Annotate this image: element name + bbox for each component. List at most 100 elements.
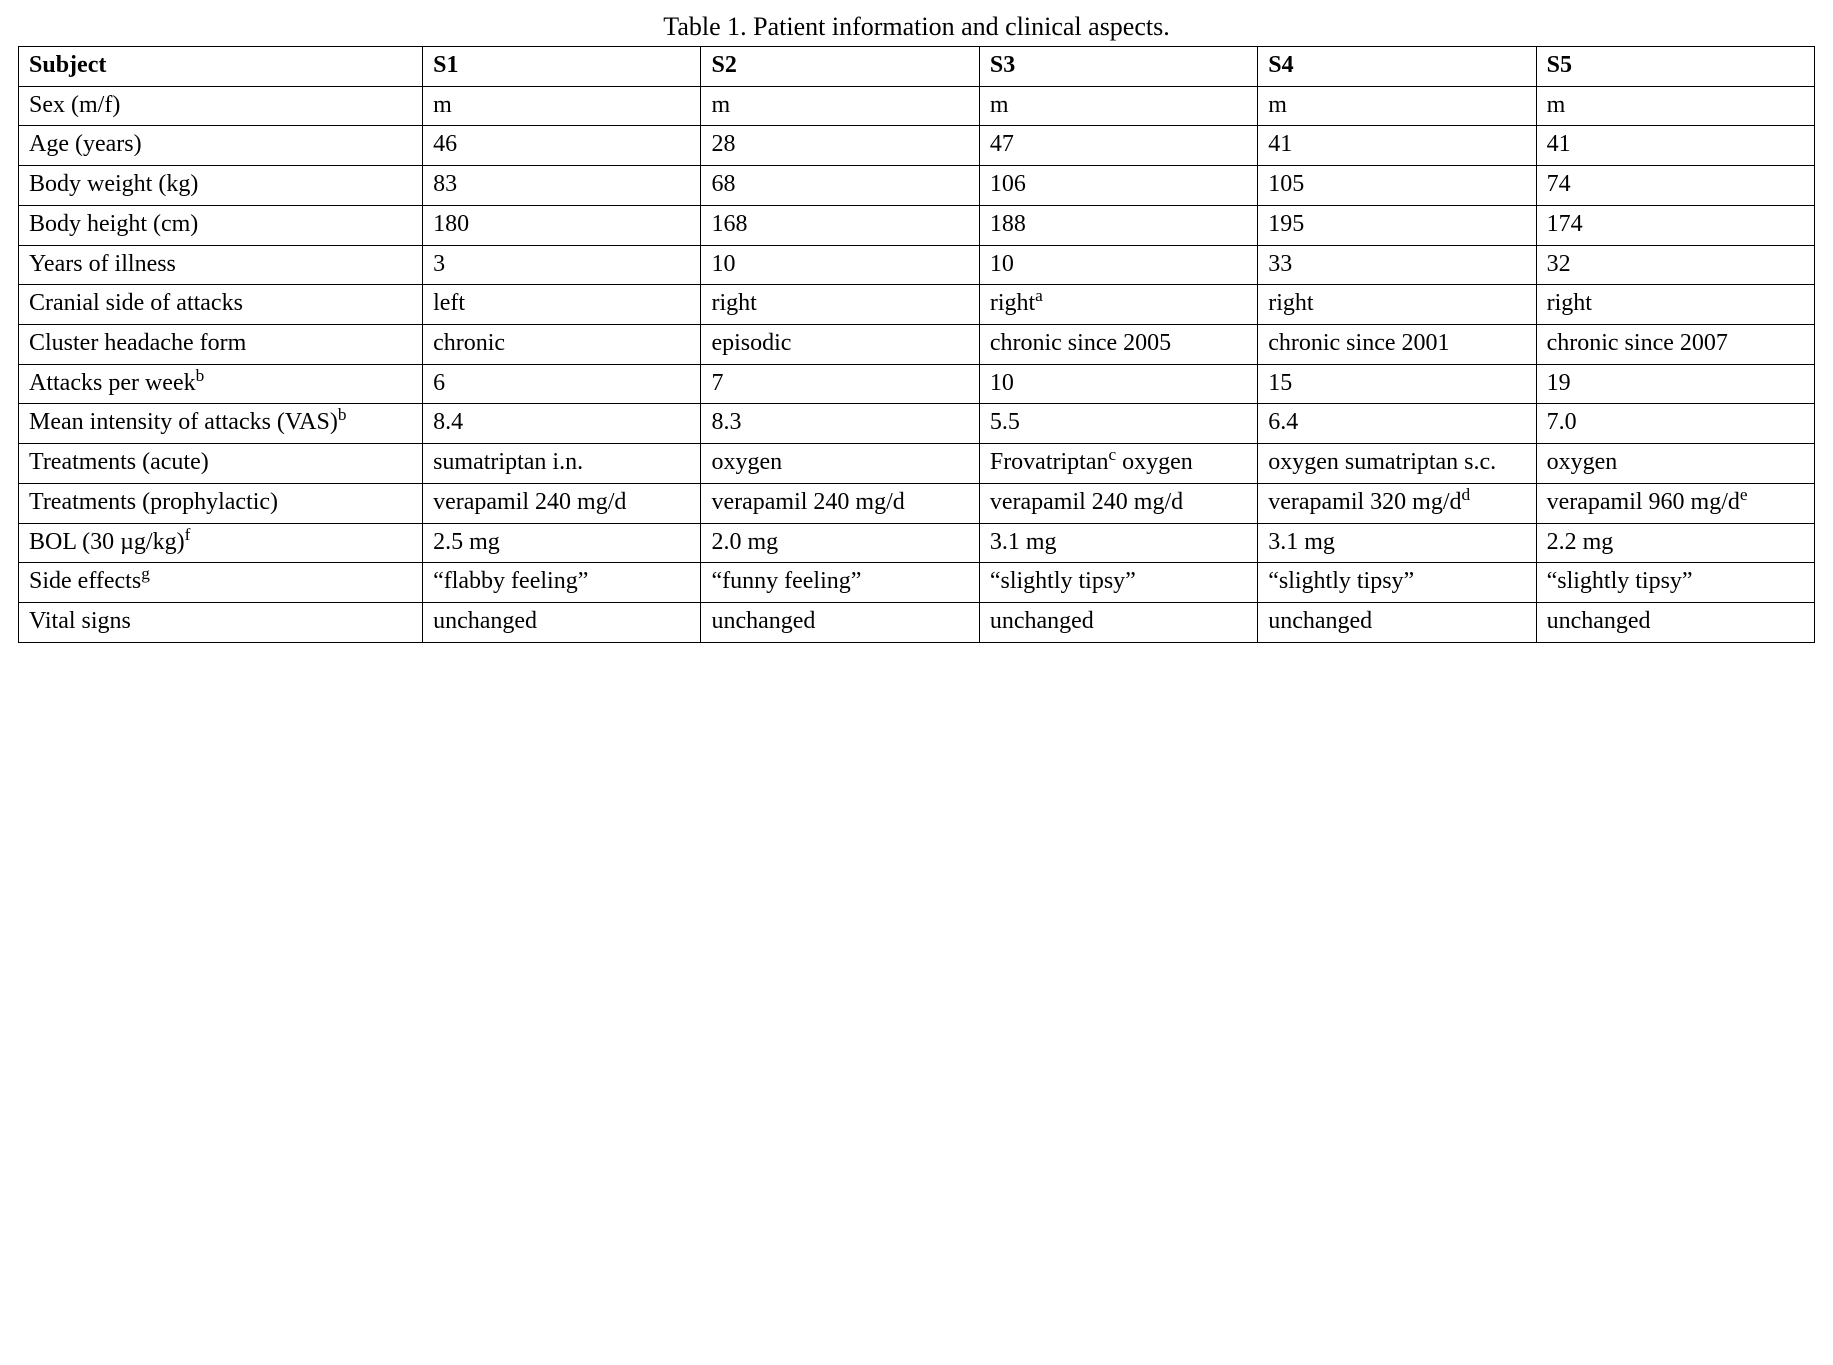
row-label: Sex (m/f) <box>19 86 423 126</box>
cell: 10 <box>701 245 979 285</box>
table-row: Treatments (prophylactic)verapamil 240 m… <box>19 483 1815 523</box>
cell: 188 <box>979 205 1257 245</box>
row-label: Side effectsg <box>19 563 423 603</box>
row-label: Treatments (acute) <box>19 444 423 484</box>
table-row: BOL (30 µg/kg)f2.5 mg2.0 mg3.1 mg3.1 mg2… <box>19 523 1815 563</box>
cell: verapamil 240 mg/d <box>979 483 1257 523</box>
col-header-subject: Subject <box>19 47 423 87</box>
col-header-s1: S1 <box>423 47 701 87</box>
cell: 41 <box>1536 126 1814 166</box>
cell: 19 <box>1536 364 1814 404</box>
cell: 195 <box>1258 205 1536 245</box>
cell: m <box>701 86 979 126</box>
cell: 28 <box>701 126 979 166</box>
row-label: Mean intensity of attacks (VAS)b <box>19 404 423 444</box>
cell: episodic <box>701 325 979 365</box>
cell: 5.5 <box>979 404 1257 444</box>
cell: 106 <box>979 166 1257 206</box>
cell: unchanged <box>1258 603 1536 643</box>
cell: m <box>1536 86 1814 126</box>
cell: m <box>423 86 701 126</box>
table-row: Mean intensity of attacks (VAS)b8.48.35.… <box>19 404 1815 444</box>
cell: 2.5 mg <box>423 523 701 563</box>
cell: 10 <box>979 364 1257 404</box>
cell: “slightly tipsy” <box>979 563 1257 603</box>
cell: chronic <box>423 325 701 365</box>
row-label: Cluster headache form <box>19 325 423 365</box>
cell: 8.4 <box>423 404 701 444</box>
table-row: Body height (cm)180168188195174 <box>19 205 1815 245</box>
cell: 41 <box>1258 126 1536 166</box>
table-row: Body weight (kg)836810610574 <box>19 166 1815 206</box>
cell: 10 <box>979 245 1257 285</box>
row-label: Cranial side of attacks <box>19 285 423 325</box>
cell: m <box>979 86 1257 126</box>
cell: verapamil 960 mg/de <box>1536 483 1814 523</box>
cell: unchanged <box>423 603 701 643</box>
cell: 2.2 mg <box>1536 523 1814 563</box>
cell: oxygen <box>701 444 979 484</box>
cell: sumatriptan i.n. <box>423 444 701 484</box>
cell: unchanged <box>1536 603 1814 643</box>
col-header-s2: S2 <box>701 47 979 87</box>
cell: 6.4 <box>1258 404 1536 444</box>
cell: unchanged <box>979 603 1257 643</box>
col-header-s4: S4 <box>1258 47 1536 87</box>
cell: 180 <box>423 205 701 245</box>
table-row: Vital signsunchangedunchangedunchangedun… <box>19 603 1815 643</box>
cell: left <box>423 285 701 325</box>
cell: 15 <box>1258 364 1536 404</box>
table-row: Treatments (acute)sumatriptan i.n.oxygen… <box>19 444 1815 484</box>
cell: 3.1 mg <box>1258 523 1536 563</box>
row-label: Body height (cm) <box>19 205 423 245</box>
col-header-s3: S3 <box>979 47 1257 87</box>
cell: 2.0 mg <box>701 523 979 563</box>
row-label: Body weight (kg) <box>19 166 423 206</box>
table-row: Sex (m/f)mmmmm <box>19 86 1815 126</box>
cell: 47 <box>979 126 1257 166</box>
cell: chronic since 2005 <box>979 325 1257 365</box>
table-row: Side effectsg“flabby feeling”“funny feel… <box>19 563 1815 603</box>
row-label: Vital signs <box>19 603 423 643</box>
cell: chronic since 2001 <box>1258 325 1536 365</box>
cell: 7.0 <box>1536 404 1814 444</box>
cell: 74 <box>1536 166 1814 206</box>
cell: verapamil 320 mg/dd <box>1258 483 1536 523</box>
cell: verapamil 240 mg/d <box>423 483 701 523</box>
cell: “funny feeling” <box>701 563 979 603</box>
cell: verapamil 240 mg/d <box>701 483 979 523</box>
cell: 7 <box>701 364 979 404</box>
cell: 105 <box>1258 166 1536 206</box>
cell: “slightly tipsy” <box>1258 563 1536 603</box>
cell: 8.3 <box>701 404 979 444</box>
cell: 83 <box>423 166 701 206</box>
cell: unchanged <box>701 603 979 643</box>
table-row: Cluster headache formchronicepisodicchro… <box>19 325 1815 365</box>
row-label: Treatments (prophylactic) <box>19 483 423 523</box>
row-label: Years of illness <box>19 245 423 285</box>
cell: “flabby feeling” <box>423 563 701 603</box>
cell: “slightly tipsy” <box>1536 563 1814 603</box>
cell: righta <box>979 285 1257 325</box>
cell: oxygen <box>1536 444 1814 484</box>
cell: right <box>1258 285 1536 325</box>
row-label: Age (years) <box>19 126 423 166</box>
cell: 32 <box>1536 245 1814 285</box>
table-caption: Table 1. Patient information and clinica… <box>18 12 1815 42</box>
cell: right <box>1536 285 1814 325</box>
cell: 6 <box>423 364 701 404</box>
table-row: Years of illness310103332 <box>19 245 1815 285</box>
cell: right <box>701 285 979 325</box>
table-row: Cranial side of attacksleftrightrightari… <box>19 285 1815 325</box>
cell: 174 <box>1536 205 1814 245</box>
cell: 46 <box>423 126 701 166</box>
cell: Frovatriptanc oxygen <box>979 444 1257 484</box>
table-body: Sex (m/f)mmmmmAge (years)4628474141Body … <box>19 86 1815 642</box>
col-header-s5: S5 <box>1536 47 1814 87</box>
table-header-row: Subject S1 S2 S3 S4 S5 <box>19 47 1815 87</box>
cell: 3.1 mg <box>979 523 1257 563</box>
row-label: Attacks per weekb <box>19 364 423 404</box>
cell: 168 <box>701 205 979 245</box>
row-label: BOL (30 µg/kg)f <box>19 523 423 563</box>
table-row: Age (years)4628474141 <box>19 126 1815 166</box>
